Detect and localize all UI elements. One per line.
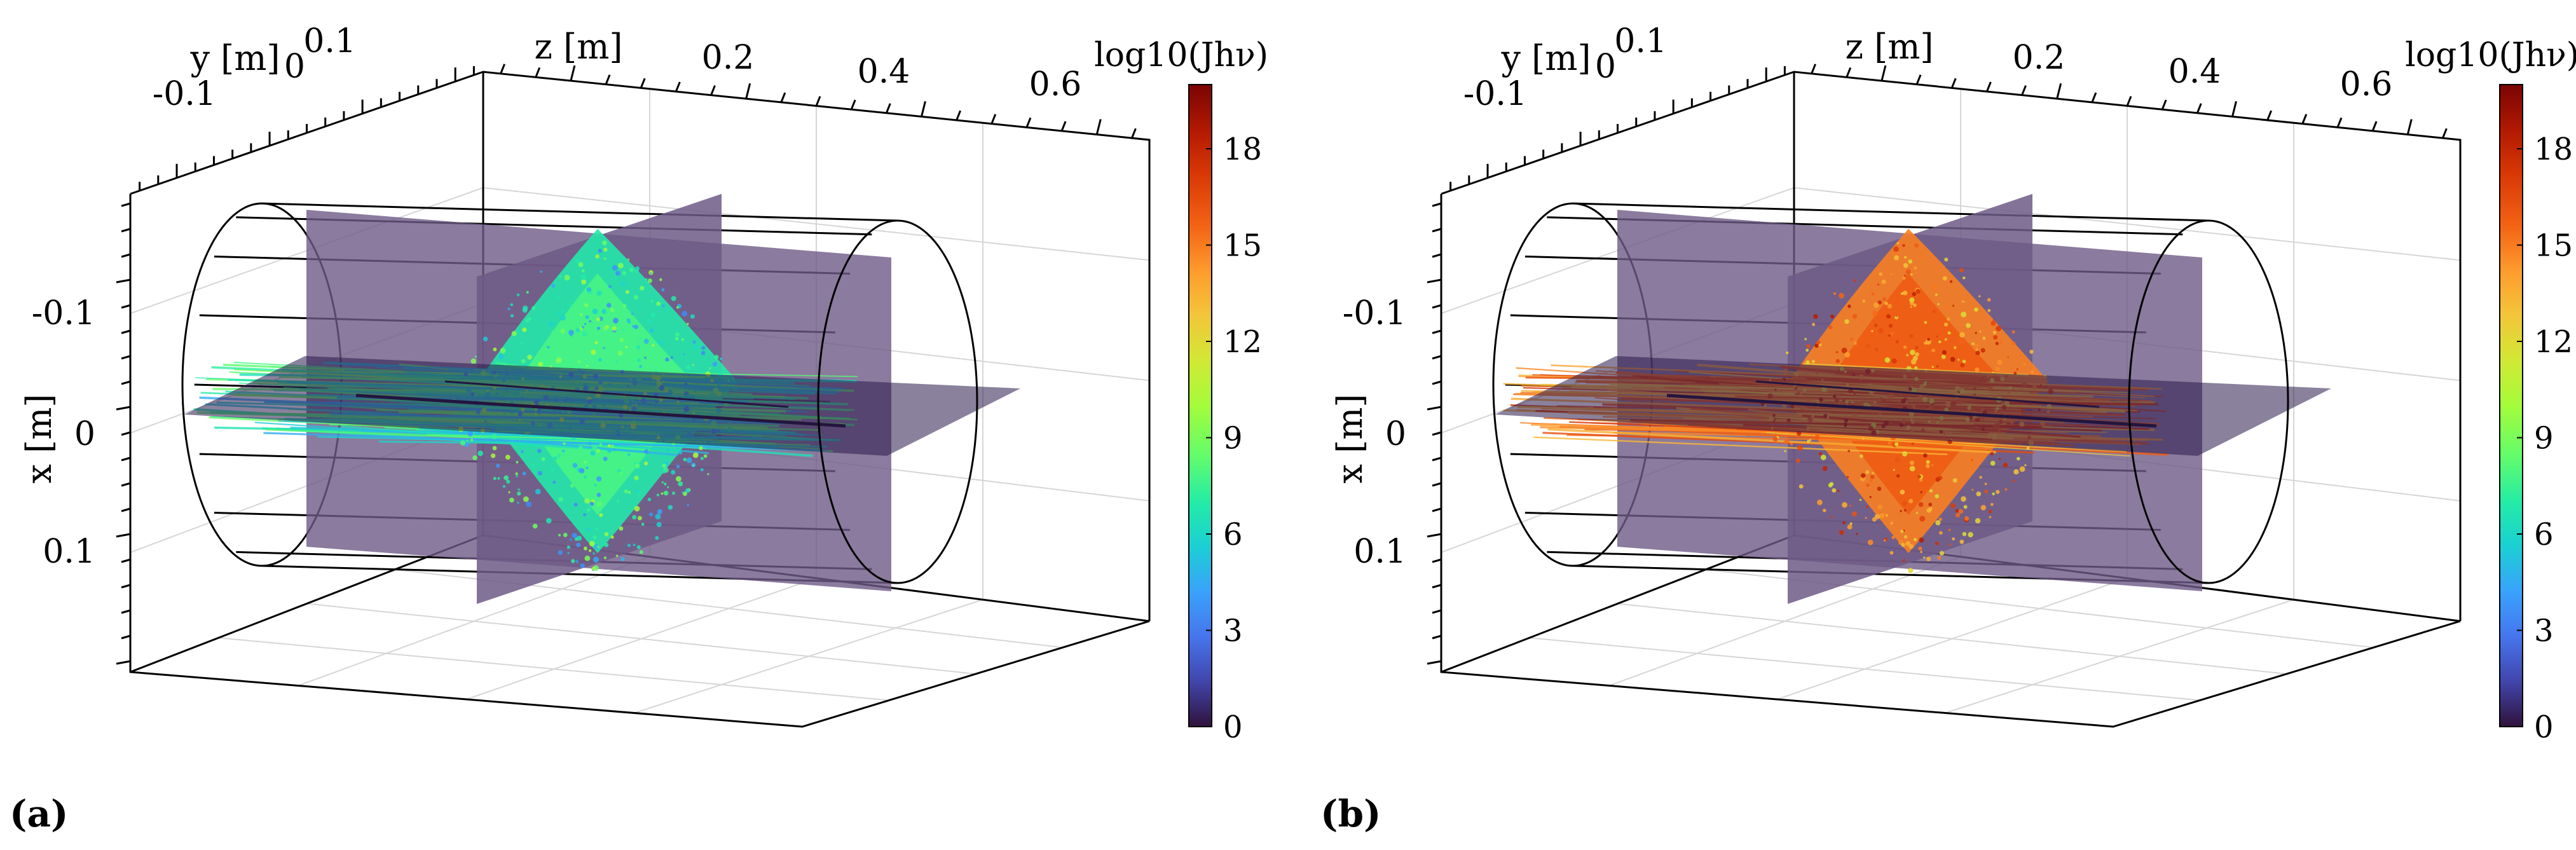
horizontal-slice-plane (184, 356, 1020, 456)
z-axis-label: z [m] (535, 27, 623, 67)
colorbar-tick-label: 0 (2534, 709, 2554, 745)
y-tick-label: 0 (284, 48, 305, 86)
colorbar-tick-label: 12 (1223, 324, 1262, 360)
x-axis-label: x [m] (1330, 394, 1370, 484)
y-tick-label: -0.1 (153, 75, 216, 113)
panel-label: (a) (10, 792, 68, 835)
colorbar-tick-label: 3 (1223, 614, 1243, 649)
colorbar-tick-label: 6 (1223, 517, 1243, 552)
y-tick-label: -0.1 (1463, 75, 1527, 113)
colorbar: 0 3 6 9 12 15 18 log10(Jhν) (2405, 36, 2576, 745)
y-tick-label: 0.1 (303, 22, 356, 60)
cylinder-end-cap (2128, 219, 2289, 584)
x-tick-label: 0 (1385, 415, 1406, 453)
z-axis-label: z [m] (1846, 27, 1934, 67)
colorbar-label: log10(Jhν) (2405, 36, 2576, 74)
colorbar-tick-label: 18 (2534, 132, 2573, 167)
colorbar-tick-label: 9 (2534, 421, 2554, 456)
z-tick-label: 0.2 (2013, 39, 2066, 77)
colorbar-tick-label: 6 (2534, 517, 2554, 552)
panel-label: (b) (1320, 792, 1381, 835)
cylinder-end-cap (817, 219, 978, 584)
colorbar-tick-label: 15 (2534, 228, 2573, 264)
horizontal-slice-plane (1495, 356, 2331, 456)
z-tick-label: 0.6 (2340, 65, 2393, 104)
x-tick-label: -0.1 (1343, 294, 1406, 332)
ticks (116, 64, 1137, 665)
z-tick-label: 0.6 (1029, 65, 1082, 104)
ticks (1427, 64, 2448, 665)
y-axis-label: y [m] (1500, 38, 1591, 78)
colorbar-tick-label: 15 (1223, 228, 1262, 264)
y-axis-label: y [m] (189, 38, 280, 78)
y-tick-label: 0.1 (1614, 22, 1667, 60)
x-axis-label: x [m] (19, 394, 59, 484)
z-tick-label: 0.4 (2168, 53, 2221, 91)
colorbar-tick-label: 9 (1223, 421, 1243, 456)
z-tick-label: 0.4 (858, 53, 910, 91)
y-tick-label: 0 (1595, 48, 1616, 86)
x-tick-label: -0.1 (32, 294, 95, 332)
colorbar: 0 3 6 9 12 15 18 log10(Jhν) (1094, 36, 1268, 745)
tick-labels: -0.100.1-0.100.1 0.2 0.4 0.6 (1343, 22, 2393, 571)
tick-labels: -0.100.1-0.100.1 0.2 0.4 0.6 (32, 22, 1082, 571)
colorbar-tick-label: 3 (2534, 614, 2554, 649)
x-tick-label: 0 (74, 415, 95, 453)
x-tick-label: 0.1 (43, 533, 95, 571)
colorbar-label: log10(Jhν) (1094, 36, 1268, 74)
panel-b: -0.100.1-0.100.1 0.2 0.4 0.6x [m]y [m] z [m]… (1320, 22, 2576, 835)
x-tick-label: 0.1 (1353, 533, 1406, 571)
colorbar-tick-label: 12 (2534, 324, 2573, 360)
z-tick-label: 0.2 (702, 39, 755, 77)
colorbar-tick-label: 0 (1223, 709, 1243, 745)
panel-a: -0.100.1-0.100.1 0.2 0.4 0.6x [m]y [m] z [m]… (10, 22, 1268, 835)
colorbar-tick-label: 18 (1223, 132, 1262, 167)
